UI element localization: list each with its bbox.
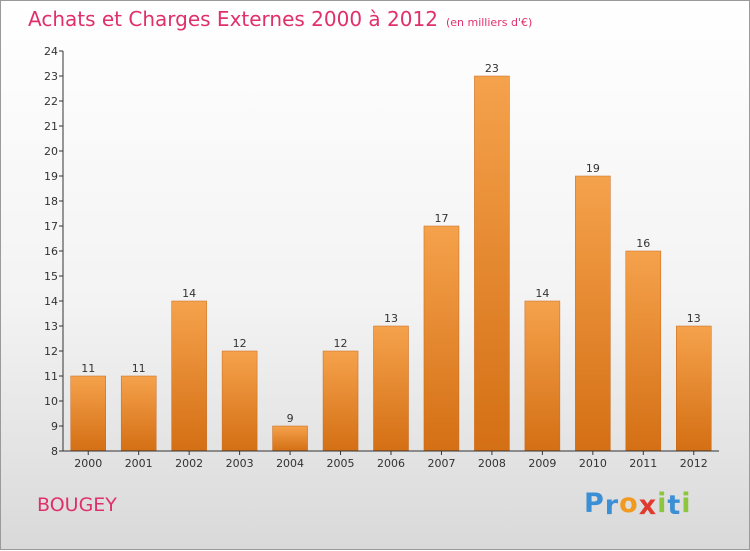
x-tick-label: 2007 xyxy=(427,457,455,470)
data-label-2012: 13 xyxy=(687,312,701,325)
chart-title-main: Achats et Charges Externes 2000 à 2012 xyxy=(28,7,438,31)
x-tick-label: 2009 xyxy=(528,457,556,470)
axis-layer: 8 9 10 11 12 13 14 15 16 17 18 19 20 21 22 23 24 2000 2001… xyxy=(44,45,719,470)
chart-subtitle: (en milliers d'€) xyxy=(445,16,533,29)
chart-title: Achats et Charges Externes 2000 à 2012 (e… xyxy=(28,7,532,31)
y-tick-label: 12 xyxy=(44,345,58,358)
y-tick-label: 8 xyxy=(51,445,58,458)
x-tick-label: 2005 xyxy=(327,457,355,470)
data-label-2001: 11 xyxy=(132,362,146,375)
x-tick-label: 2003 xyxy=(226,457,254,470)
y-tick-label: 18 xyxy=(44,195,58,208)
logo-letter: i xyxy=(681,488,692,519)
bar-2002 xyxy=(171,300,207,452)
logo-letter: t xyxy=(667,490,682,521)
bar-2001 xyxy=(120,375,157,452)
data-label-2010: 19 xyxy=(586,162,600,175)
x-tick-label: 2011 xyxy=(629,457,657,470)
logo-letter: o xyxy=(619,488,639,519)
y-tick-label: 21 xyxy=(44,120,58,133)
y-tick-label: 15 xyxy=(44,270,58,283)
bar-2000 xyxy=(70,375,106,452)
bar-2004 xyxy=(272,425,308,452)
x-tick-label: 2004 xyxy=(276,457,304,470)
proxiti-logo: Proxiti xyxy=(584,488,692,521)
bar-2005 xyxy=(322,350,359,452)
logo-letter: i xyxy=(657,488,668,519)
x-tick-label: 2008 xyxy=(478,457,506,470)
y-tick-label: 16 xyxy=(44,245,58,258)
data-label-2006: 13 xyxy=(384,312,398,325)
x-tick-label: 2006 xyxy=(377,457,405,470)
x-tick-label: 2001 xyxy=(125,457,153,470)
y-tick-label: 20 xyxy=(44,145,58,158)
bar-2011 xyxy=(625,250,662,452)
bar-2009 xyxy=(524,300,561,452)
data-label-2003: 12 xyxy=(233,337,247,350)
logo-letter: x xyxy=(638,490,658,521)
logo-letter: P xyxy=(584,488,605,519)
logo-letter: r xyxy=(604,490,620,521)
bar-2006 xyxy=(373,325,409,452)
x-tick-label: 2000 xyxy=(74,457,102,470)
x-tick-label: 2010 xyxy=(579,457,607,470)
y-tick-label: 24 xyxy=(44,45,58,58)
bar-2007 xyxy=(423,225,460,452)
y-tick-label: 23 xyxy=(44,70,58,83)
bar-2010 xyxy=(575,175,611,452)
data-label-2011: 16 xyxy=(636,237,650,250)
bars-layer: 11 11 14 12 9 12 13 17 23 14 19 16 13 xyxy=(70,62,712,452)
data-label-2007: 17 xyxy=(434,212,448,225)
y-tick-label: 19 xyxy=(44,170,58,183)
bar-2003 xyxy=(221,350,258,452)
data-label-2000: 11 xyxy=(81,362,95,375)
data-label-2009: 14 xyxy=(535,287,549,300)
y-tick-label: 14 xyxy=(44,295,58,308)
data-label-2008: 23 xyxy=(485,62,499,75)
data-label-2002: 14 xyxy=(182,287,196,300)
data-label-2004: 9 xyxy=(287,412,294,425)
data-label-2005: 12 xyxy=(334,337,348,350)
x-tick-label: 2012 xyxy=(680,457,708,470)
y-tick-label: 17 xyxy=(44,220,58,233)
y-tick-label: 9 xyxy=(51,420,58,433)
bar-2008 xyxy=(474,75,510,452)
y-tick-label: 13 xyxy=(44,320,58,333)
y-tick-label: 10 xyxy=(44,395,58,408)
y-tick-label: 22 xyxy=(44,95,58,108)
x-tick-label: 2002 xyxy=(175,457,203,470)
commune-name: BOUGEY xyxy=(37,494,117,516)
y-tick-label: 11 xyxy=(44,370,58,383)
bar-2012 xyxy=(676,325,712,452)
